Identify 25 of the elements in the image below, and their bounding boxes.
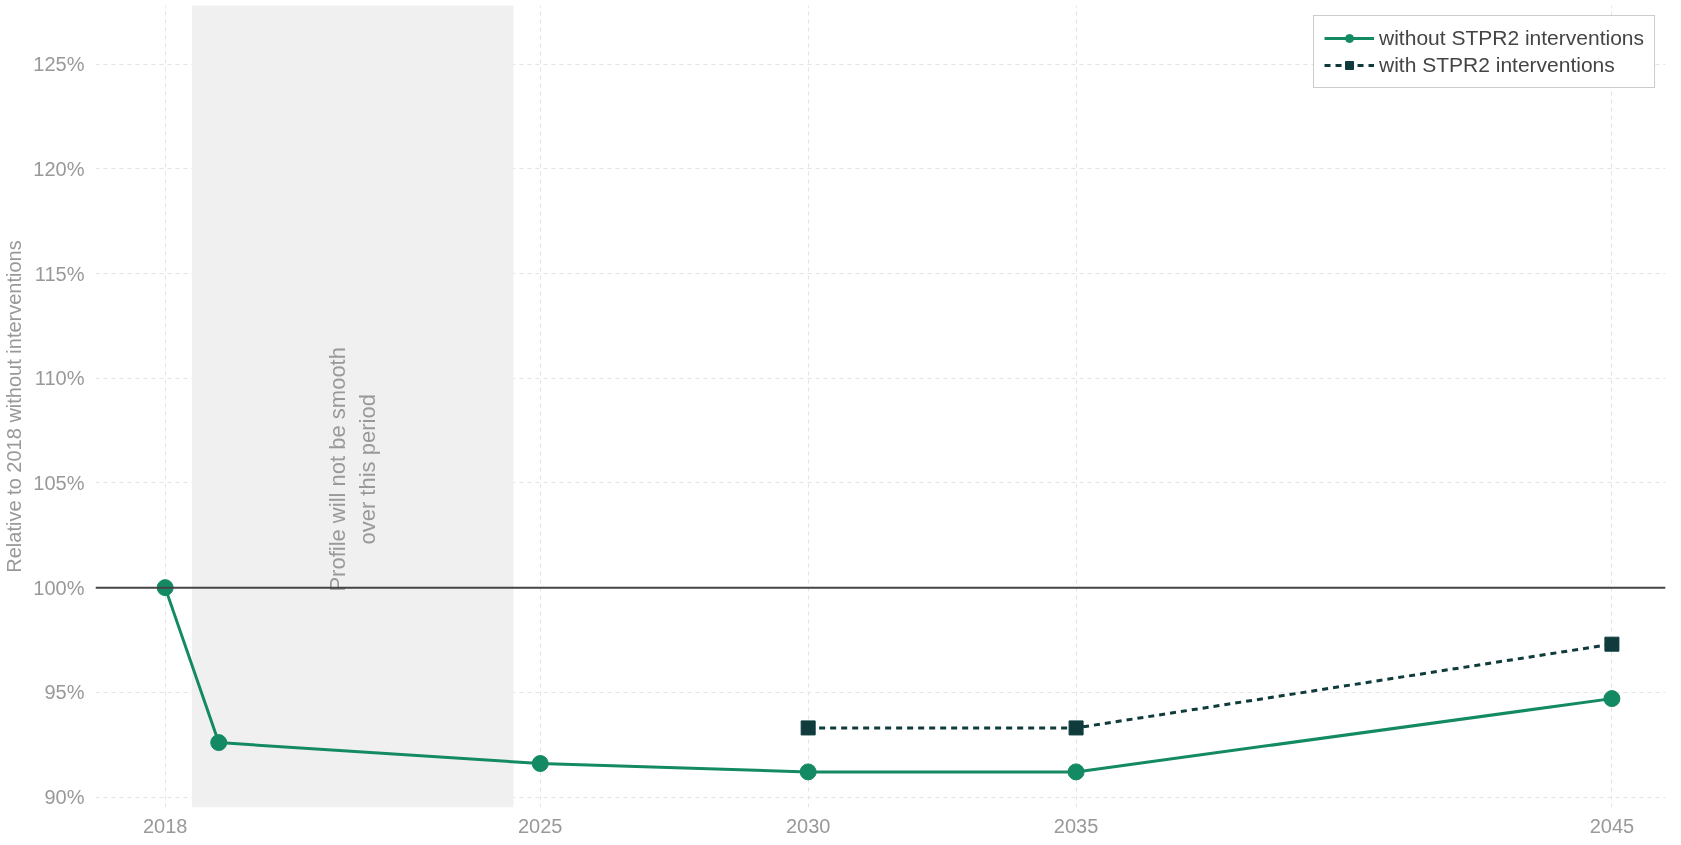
x-tick-label: 2018 <box>142 814 188 837</box>
point <box>800 720 816 736</box>
x-tick-label: 2045 <box>1589 814 1635 837</box>
x-tick-label: 2035 <box>1053 814 1099 837</box>
y-tick-label: 90% <box>44 786 85 809</box>
point <box>1603 690 1621 708</box>
point <box>210 734 228 752</box>
y-tick-label: 125% <box>33 53 85 76</box>
point <box>799 763 817 781</box>
point <box>1067 763 1085 781</box>
y-tick-label: 95% <box>44 681 85 704</box>
legend-label: without STPR2 interventions <box>1379 26 1644 50</box>
y-tick-label: 105% <box>33 471 85 494</box>
y-tick-label: 120% <box>33 157 85 180</box>
point <box>1068 720 1084 736</box>
point <box>531 755 549 773</box>
y-tick-label: 110% <box>34 367 85 390</box>
y-tick-label: 115% <box>34 262 85 285</box>
point <box>1604 636 1620 652</box>
y-axis-title: Relative to 2018 without interventions <box>3 240 26 573</box>
band-label: Profile will not be smooth over this period <box>325 347 381 592</box>
x-tick-label: 2025 <box>518 814 563 837</box>
y-tick-label: 100% <box>33 576 85 599</box>
legend-label: with STPR2 interventions <box>1379 53 1615 77</box>
x-tick-label: 2030 <box>785 814 831 837</box>
